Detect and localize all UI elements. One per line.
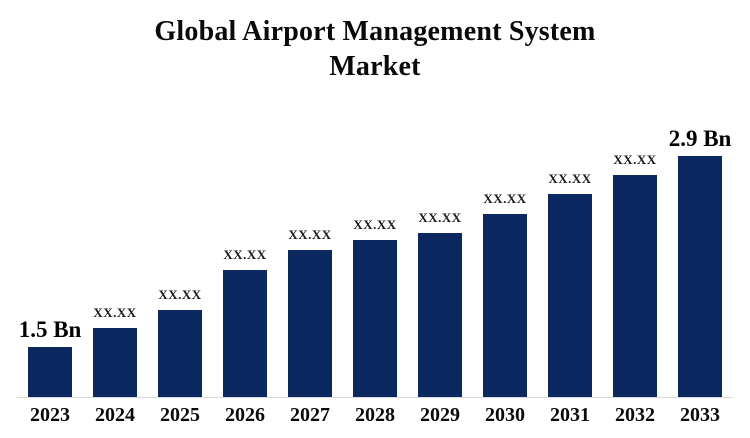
bar-rect bbox=[28, 347, 72, 397]
bar-value-label: XX.XX bbox=[418, 210, 462, 225]
bar-rect bbox=[353, 240, 397, 397]
bar-group: XX.XX bbox=[353, 218, 397, 397]
bar-rect bbox=[158, 310, 202, 397]
bars-rail: 1.5 Bn XX.XX XX.XX XX.XX XX.XX XX.XX XX.… bbox=[19, 97, 731, 397]
bar-value-label: XX.XX bbox=[288, 227, 332, 242]
x-axis-tick-label: 2023 bbox=[30, 404, 70, 426]
bar-value-label: XX.XX bbox=[483, 191, 527, 206]
bar-group: XX.XX bbox=[483, 192, 527, 397]
bar-group: XX.XX bbox=[93, 306, 137, 397]
bar-value-label: XX.XX bbox=[223, 247, 267, 262]
x-axis-tick-label: 2032 bbox=[615, 404, 655, 426]
bar-rect bbox=[418, 233, 462, 397]
x-axis-line bbox=[17, 397, 733, 398]
bar-value-label: 1.5 Bn bbox=[18, 317, 82, 342]
x-axis-labels: 2023 2024 2025 2026 2027 2028 2029 2030 2031 2032… bbox=[28, 404, 722, 426]
chart-title-line1: Global Airport Management System bbox=[154, 16, 596, 47]
bar-rect bbox=[483, 214, 527, 397]
x-axis-tick-label: 2033 bbox=[680, 404, 720, 426]
chart-title-line2: Market bbox=[329, 51, 421, 82]
bar-group: XX.XX bbox=[418, 211, 462, 397]
x-axis-tick-label: 2026 bbox=[225, 404, 265, 426]
x-axis-tick-label: 2027 bbox=[290, 404, 330, 426]
bar-rect bbox=[93, 328, 137, 397]
bar-value-label: XX.XX bbox=[158, 287, 202, 302]
bar-rect bbox=[223, 270, 267, 397]
bar-value-label: XX.XX bbox=[353, 217, 397, 232]
x-axis-tick-label: 2030 bbox=[485, 404, 525, 426]
x-axis-tick-label: 2029 bbox=[420, 404, 460, 426]
bar-group: XX.XX bbox=[288, 228, 332, 397]
bar-rect bbox=[613, 175, 657, 397]
bar-group: XX.XX bbox=[548, 172, 592, 397]
x-axis-tick-label: 2028 bbox=[355, 404, 395, 426]
bar-value-label: XX.XX bbox=[93, 305, 137, 320]
bar-group: 1.5 Bn bbox=[19, 318, 81, 397]
bar-group: XX.XX bbox=[223, 248, 267, 397]
bar-group: XX.XX bbox=[158, 288, 202, 397]
x-axis-tick-label: 2031 bbox=[550, 404, 590, 426]
x-axis-tick-label: 2025 bbox=[160, 404, 200, 426]
bar-group: 2.9 Bn bbox=[669, 127, 731, 397]
bar-rect bbox=[548, 194, 592, 397]
chart-title: Global Airport Management System Market bbox=[0, 14, 750, 84]
bar-group: XX.XX bbox=[613, 153, 657, 397]
bar-value-label: XX.XX bbox=[613, 152, 657, 167]
x-axis-tick-label: 2024 bbox=[95, 404, 135, 426]
bar-rect bbox=[288, 250, 332, 397]
bar-rect bbox=[678, 156, 722, 397]
bar-value-label: XX.XX bbox=[548, 171, 592, 186]
bar-value-label: 2.9 Bn bbox=[668, 126, 732, 151]
